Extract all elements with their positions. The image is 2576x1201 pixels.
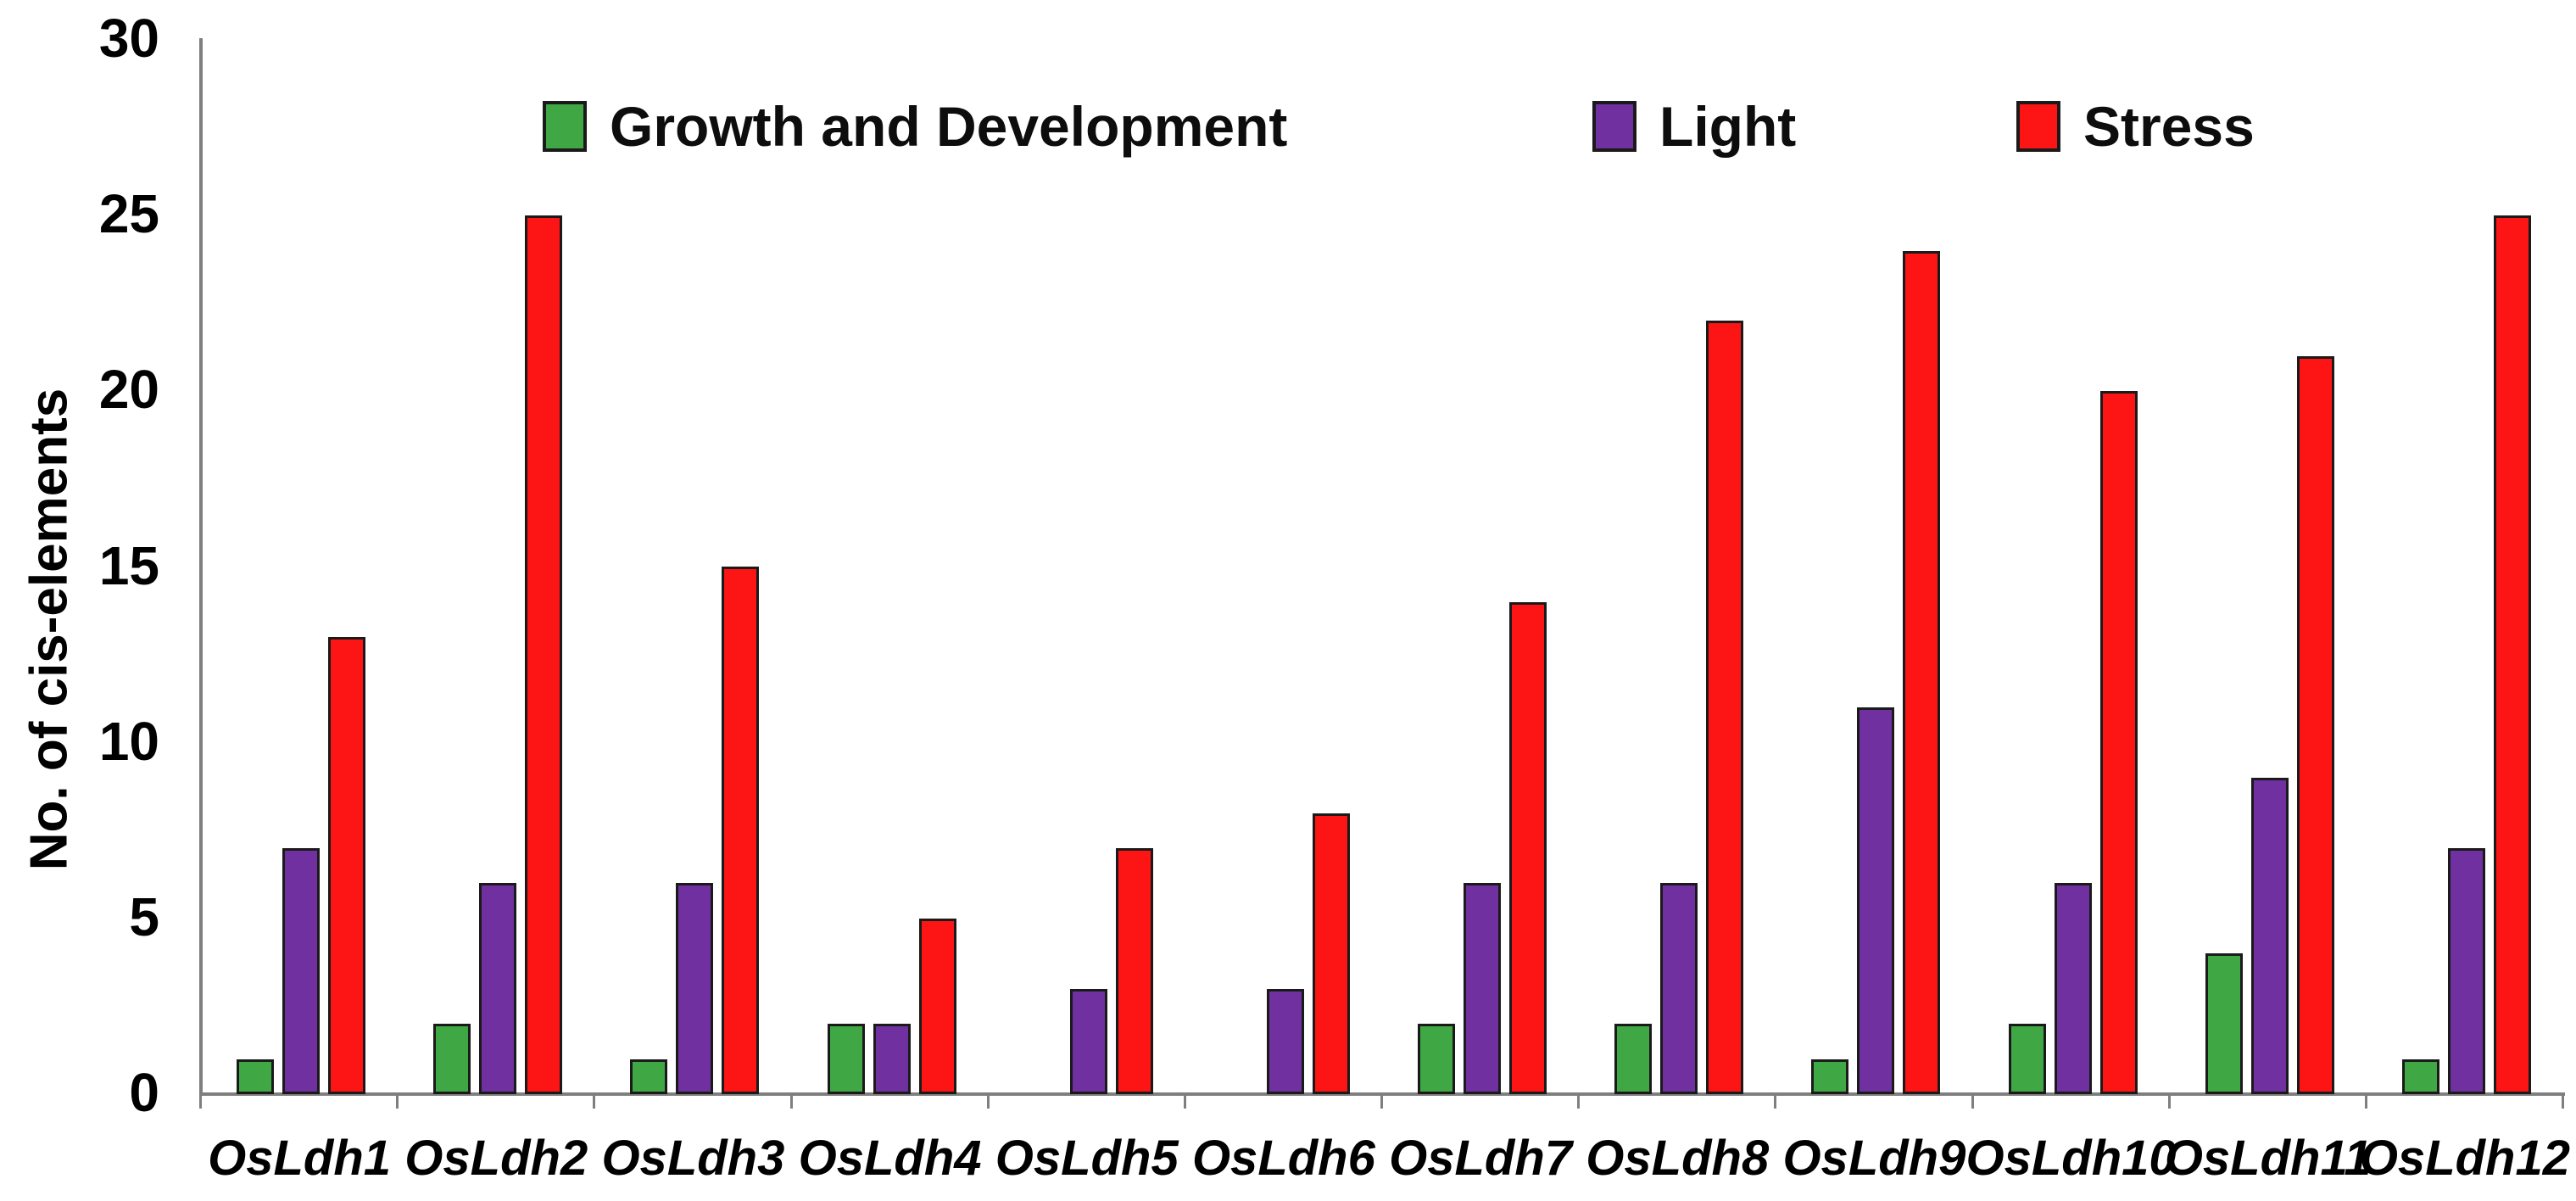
bar-group-OsLdh2: [399, 38, 596, 1094]
y-tick-label-5: 5: [129, 885, 159, 947]
x-tick-mark: [789, 1096, 793, 1109]
bar-stress-osldh12: [2493, 215, 2531, 1094]
legend-swatch-icon: [1592, 101, 1636, 152]
x-category-label-osldh9: OsLdh9: [1782, 1131, 1966, 1186]
x-tick-mark: [199, 1096, 202, 1109]
bar-stress-osldh8: [1706, 321, 1744, 1094]
x-tick-mark: [1774, 1096, 1777, 1109]
bar-group-OsLdh9: [1777, 38, 1974, 1094]
bar-group-OsLdh6: [1187, 38, 1384, 1094]
bar-stress-osldh4: [918, 919, 956, 1094]
legend-item-growth-and-development: Growth and Development: [543, 98, 1287, 154]
bar-growth-and-development-osldh12: [2401, 1059, 2439, 1094]
bar-growth-and-development-osldh1: [237, 1059, 275, 1094]
x-tick-mark: [1971, 1096, 1974, 1109]
bar-group-OsLdh11: [2172, 38, 2368, 1094]
bar-group-OsLdh3: [596, 38, 793, 1094]
legend-item-stress: Stress: [2016, 98, 2255, 154]
bar-group-OsLdh10: [1975, 38, 2172, 1094]
bar-growth-and-development-osldh11: [2205, 953, 2243, 1094]
bar-stress-osldh1: [328, 637, 366, 1094]
bar-stress-osldh2: [525, 215, 563, 1094]
y-tick-label-25: 25: [98, 183, 159, 245]
x-category-label-osldh7: OsLdh7: [1389, 1131, 1573, 1186]
x-tick-mark: [396, 1096, 399, 1109]
bar-light-osldh6: [1266, 989, 1304, 1094]
bar-light-osldh7: [1464, 883, 1502, 1094]
bar-group-OsLdh5: [990, 38, 1187, 1094]
x-category-label-osldh8: OsLdh8: [1586, 1131, 1770, 1186]
bar-light-osldh11: [2250, 778, 2289, 1094]
bar-light-osldh1: [282, 848, 321, 1094]
legend-swatch-icon: [543, 101, 587, 152]
bar-light-osldh5: [1069, 989, 1107, 1094]
bar-stress-osldh11: [2296, 356, 2334, 1094]
bar-stress-osldh10: [2099, 391, 2138, 1094]
bar-growth-and-development-osldh9: [1811, 1059, 1849, 1094]
legend-label: Growth and Development: [610, 95, 1288, 158]
bar-stress-osldh9: [1903, 251, 1941, 1094]
bar-stress-osldh7: [1509, 602, 1547, 1094]
x-tick-mark: [986, 1096, 990, 1109]
bar-growth-and-development-osldh4: [827, 1024, 865, 1094]
legend-label: Light: [1659, 95, 1797, 158]
bar-stress-osldh3: [722, 567, 760, 1094]
y-tick-label-15: 15: [98, 534, 159, 596]
bar-light-osldh12: [2447, 848, 2485, 1094]
x-category-label-osldh1: OsLdh1: [208, 1131, 392, 1186]
plot-area: [199, 38, 2565, 1096]
bar-light-osldh2: [479, 883, 517, 1094]
x-category-label-osldh10: OsLdh10: [1965, 1131, 2177, 1186]
y-tick-label-30: 30: [98, 8, 159, 69]
x-category-label-osldh5: OsLdh5: [995, 1131, 1179, 1186]
bar-light-osldh8: [1660, 883, 1698, 1094]
bar-group-OsLdh12: [2368, 38, 2565, 1094]
bar-growth-and-development-osldh10: [2008, 1024, 2046, 1094]
bar-light-osldh4: [873, 1024, 911, 1094]
bar-group-OsLdh7: [1384, 38, 1581, 1094]
bar-group-OsLdh8: [1581, 38, 1777, 1094]
bar-light-osldh10: [2054, 883, 2092, 1094]
bar-growth-and-development-osldh8: [1614, 1024, 1653, 1094]
x-category-label-osldh2: OsLdh2: [404, 1131, 588, 1186]
bar-growth-and-development-osldh2: [433, 1024, 471, 1094]
x-tick-mark: [593, 1096, 596, 1109]
x-tick-mark: [1183, 1096, 1186, 1109]
x-tick-mark: [1380, 1096, 1383, 1109]
bar-growth-and-development-osldh7: [1418, 1024, 1456, 1094]
y-tick-label-20: 20: [98, 359, 159, 421]
bar-growth-and-development-osldh3: [630, 1059, 668, 1094]
x-tick-mark: [2167, 1096, 2171, 1109]
x-category-label-osldh11: OsLdh11: [2164, 1131, 2372, 1186]
y-tick-label-10: 10: [98, 710, 159, 772]
x-tick-mark: [1577, 1096, 1581, 1109]
bar-stress-osldh5: [1115, 848, 1153, 1094]
legend-swatch-icon: [2016, 101, 2060, 152]
bar-stress-osldh6: [1312, 813, 1350, 1094]
x-tick-mark: [2562, 1096, 2564, 1109]
bar-group-OsLdh4: [794, 38, 990, 1094]
x-tick-mark: [2364, 1096, 2367, 1109]
bar-groups: [203, 38, 2565, 1094]
bar-group-OsLdh1: [203, 38, 399, 1094]
y-tick-label-0: 0: [129, 1062, 159, 1123]
x-category-label-osldh12: OsLdh12: [2359, 1131, 2570, 1186]
legend-label: Stress: [2083, 95, 2255, 158]
y-axis-title: No. of cis-elements: [20, 388, 79, 871]
bar-light-osldh9: [1857, 707, 1895, 1094]
x-category-label-osldh4: OsLdh4: [798, 1131, 982, 1186]
bar-light-osldh3: [676, 883, 714, 1094]
legend-item-light: Light: [1592, 98, 1796, 154]
x-category-label-osldh6: OsLdh6: [1191, 1131, 1375, 1186]
x-category-label-osldh3: OsLdh3: [601, 1131, 785, 1186]
